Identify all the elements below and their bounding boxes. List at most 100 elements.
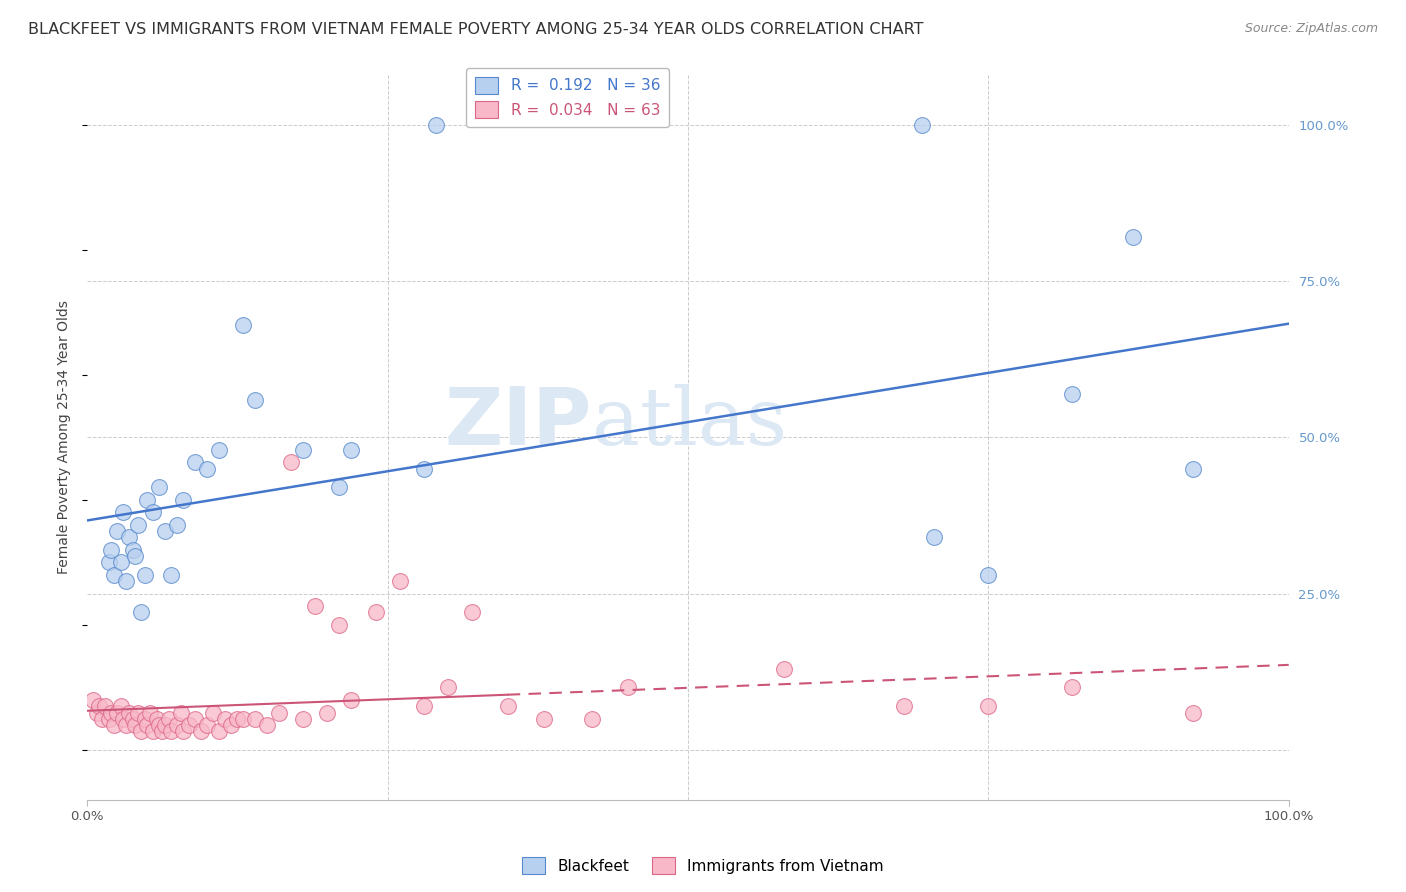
Point (94, 699, 117, 714)
Point (89, 699, 111, 714)
Point (136, 718, 159, 732)
Point (172, 492, 194, 507)
Point (166, 517, 188, 532)
Point (1181, 461, 1204, 475)
Point (245, 712, 267, 726)
Point (127, 706, 149, 720)
Point (412, 461, 434, 475)
Point (97, 556, 120, 570)
Point (184, 712, 207, 726)
Point (184, 455, 207, 469)
Point (118, 530, 141, 544)
Point (129, 606, 152, 620)
Point (977, 699, 1000, 714)
Point (86, 706, 108, 720)
Text: ZIP: ZIP (444, 384, 592, 462)
Legend: R =  0.192   N = 36, R =  0.034   N = 63: R = 0.192 N = 36, R = 0.034 N = 63 (467, 68, 669, 127)
Point (269, 706, 291, 720)
Point (256, 718, 278, 732)
Point (496, 699, 519, 714)
Point (127, 517, 149, 532)
Point (328, 480, 350, 494)
Point (304, 599, 326, 614)
Legend: Blackfeet, Immigrants from Vietnam: Blackfeet, Immigrants from Vietnam (516, 851, 890, 880)
Point (208, 724, 231, 739)
Point (148, 480, 170, 494)
Point (121, 542, 143, 557)
Point (146, 712, 169, 726)
Point (195, 461, 218, 475)
Point (292, 442, 315, 457)
Point (190, 724, 212, 739)
Point (1121, 230, 1143, 244)
Point (150, 724, 173, 739)
Point (100, 542, 122, 557)
Point (412, 699, 434, 714)
Point (97, 712, 120, 726)
Point (112, 505, 135, 519)
Point (388, 574, 411, 589)
Point (292, 712, 315, 726)
Point (773, 662, 796, 676)
Point (232, 712, 254, 726)
Point (340, 693, 363, 707)
Point (328, 618, 350, 632)
Point (425, 118, 447, 132)
Point (533, 712, 555, 726)
Point (214, 712, 236, 726)
Point (364, 606, 387, 620)
Point (112, 712, 135, 726)
Point (911, 118, 934, 132)
Point (118, 706, 141, 720)
Point (110, 556, 132, 570)
Point (121, 712, 143, 726)
Point (166, 718, 188, 732)
Point (114, 574, 136, 589)
Point (136, 492, 159, 507)
Point (1062, 386, 1084, 401)
Point (129, 724, 152, 739)
Point (1181, 706, 1204, 720)
Point (105, 524, 128, 538)
Point (1062, 681, 1084, 695)
Point (103, 718, 125, 732)
Y-axis label: Female Poverty Among 25-34 Year Olds: Female Poverty Among 25-34 Year Olds (58, 301, 72, 574)
Point (155, 524, 177, 538)
Point (155, 718, 177, 732)
Point (226, 712, 249, 726)
Point (105, 706, 128, 720)
Point (460, 606, 482, 620)
Point (114, 718, 136, 732)
Point (581, 712, 603, 726)
Point (90, 712, 112, 726)
Point (245, 392, 267, 407)
Point (977, 568, 1000, 582)
Text: Source: ZipAtlas.com: Source: ZipAtlas.com (1244, 22, 1378, 36)
Point (280, 455, 302, 469)
Point (134, 568, 156, 582)
Text: atlas: atlas (592, 384, 787, 462)
Point (100, 706, 122, 720)
Point (110, 699, 132, 714)
Point (202, 706, 225, 720)
Point (208, 442, 231, 457)
Point (221, 718, 243, 732)
Point (82, 693, 104, 707)
Point (232, 318, 254, 332)
Point (142, 505, 165, 519)
Point (134, 712, 156, 726)
Point (893, 699, 915, 714)
Point (160, 724, 183, 739)
Point (138, 706, 160, 720)
Point (157, 712, 180, 726)
Point (922, 530, 945, 544)
Point (148, 718, 170, 732)
Point (124, 718, 146, 732)
Point (142, 724, 165, 739)
Point (316, 706, 339, 720)
Point (172, 724, 194, 739)
Point (124, 549, 146, 564)
Point (436, 681, 458, 695)
Point (160, 568, 183, 582)
Point (179, 718, 201, 732)
